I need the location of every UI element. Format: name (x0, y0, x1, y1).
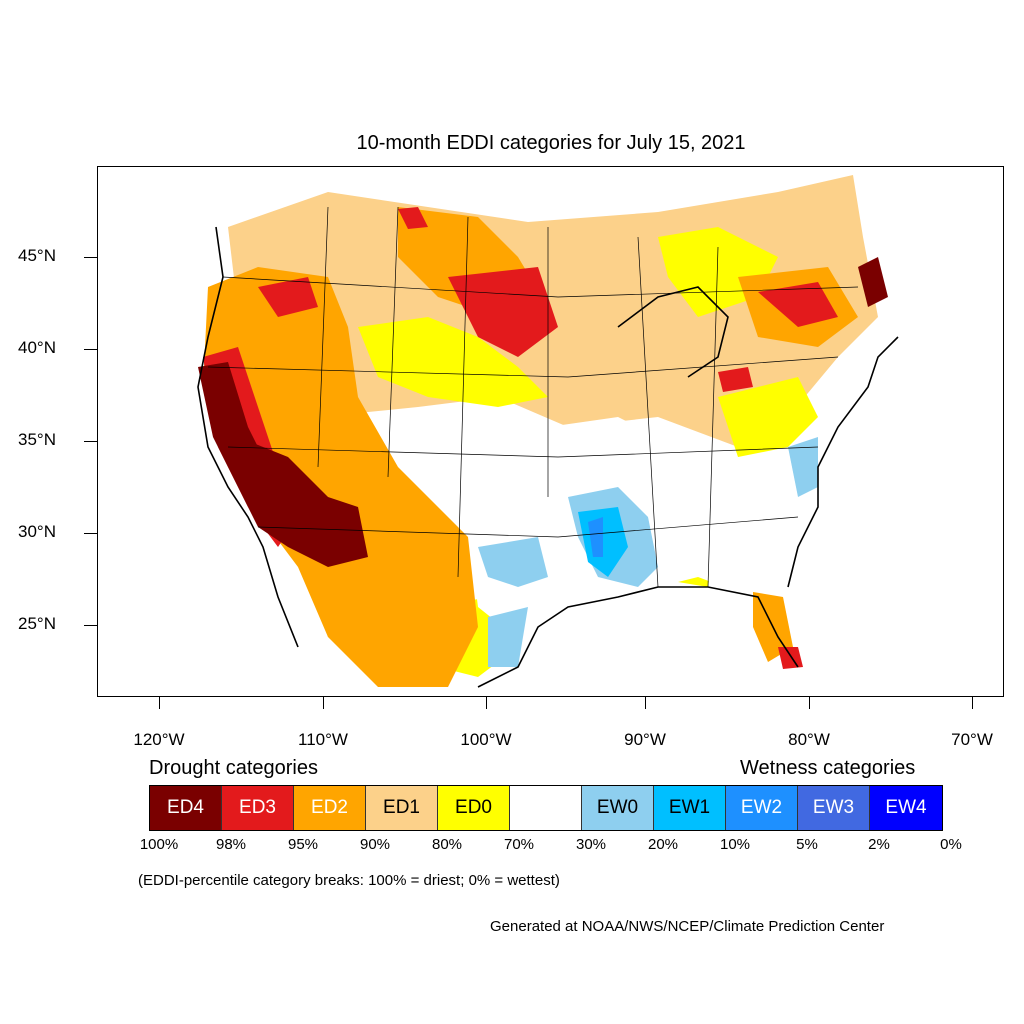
category-note: (EDDI-percentile category breaks: 100% =… (138, 872, 560, 889)
lon-tick (645, 697, 646, 709)
legend-break: 0% (940, 836, 962, 853)
lat-label: 25°N (18, 614, 56, 633)
lon-label: 100°W (460, 730, 512, 749)
lon-tick (972, 697, 973, 709)
legend-category: ED1 (366, 786, 438, 830)
drought-heading: Drought categories (149, 757, 318, 779)
legend-category: ED3 (222, 786, 294, 830)
lat-tick (84, 257, 97, 258)
lon-label: 120°W (133, 730, 185, 749)
legend-category: EW0 (582, 786, 654, 830)
lon-tick (159, 697, 160, 709)
legend-category: EW3 (798, 786, 870, 830)
legend-break: 95% (287, 836, 319, 853)
lat-tick (84, 625, 97, 626)
legend-break: 2% (868, 836, 890, 853)
legend-break: 20% (647, 836, 679, 853)
lat-tick (84, 441, 97, 442)
lat-label: 30°N (18, 522, 56, 541)
legend-break: 80% (431, 836, 463, 853)
map-panel (97, 166, 1004, 697)
legend-break: 90% (359, 836, 391, 853)
lon-label: 110°W (298, 730, 348, 749)
credit-text: Generated at NOAA/NWS/NCEP/Climate Predi… (490, 918, 885, 935)
legend-break: 30% (575, 836, 607, 853)
wetness-heading: Wetness categories (740, 757, 916, 779)
lon-tick (809, 697, 810, 709)
legend-break: 98% (215, 836, 247, 853)
legend-break: 70% (503, 836, 535, 853)
legend-break: 5% (796, 836, 818, 853)
legend-category (510, 786, 582, 830)
lon-tick (323, 697, 324, 709)
lat-label: 40°N (18, 338, 56, 357)
lat-label: 45°N (18, 246, 56, 265)
legend-colorbar: ED4 ED3 ED2 ED1 ED0 EW0 EW1 EW2 EW3 EW4 (149, 785, 943, 831)
legend-break: 100% (139, 836, 179, 853)
lat-label: 35°N (18, 430, 56, 449)
legend-category: ED4 (150, 786, 222, 830)
legend-category: ED2 (294, 786, 366, 830)
lon-label: 70°W (951, 730, 993, 749)
lon-tick (486, 697, 487, 709)
eddi-map (197, 172, 918, 688)
map-title: 10-month EDDI categories for July 15, 20… (356, 132, 746, 154)
legend-break: 10% (719, 836, 751, 853)
lat-tick (84, 349, 97, 350)
lon-label: 80°W (788, 730, 830, 749)
legend-category: EW1 (654, 786, 726, 830)
legend-category: ED0 (438, 786, 510, 830)
lon-label: 90°W (624, 730, 666, 749)
legend-category: EW2 (726, 786, 798, 830)
legend-category: EW4 (870, 786, 942, 830)
lat-tick (84, 533, 97, 534)
